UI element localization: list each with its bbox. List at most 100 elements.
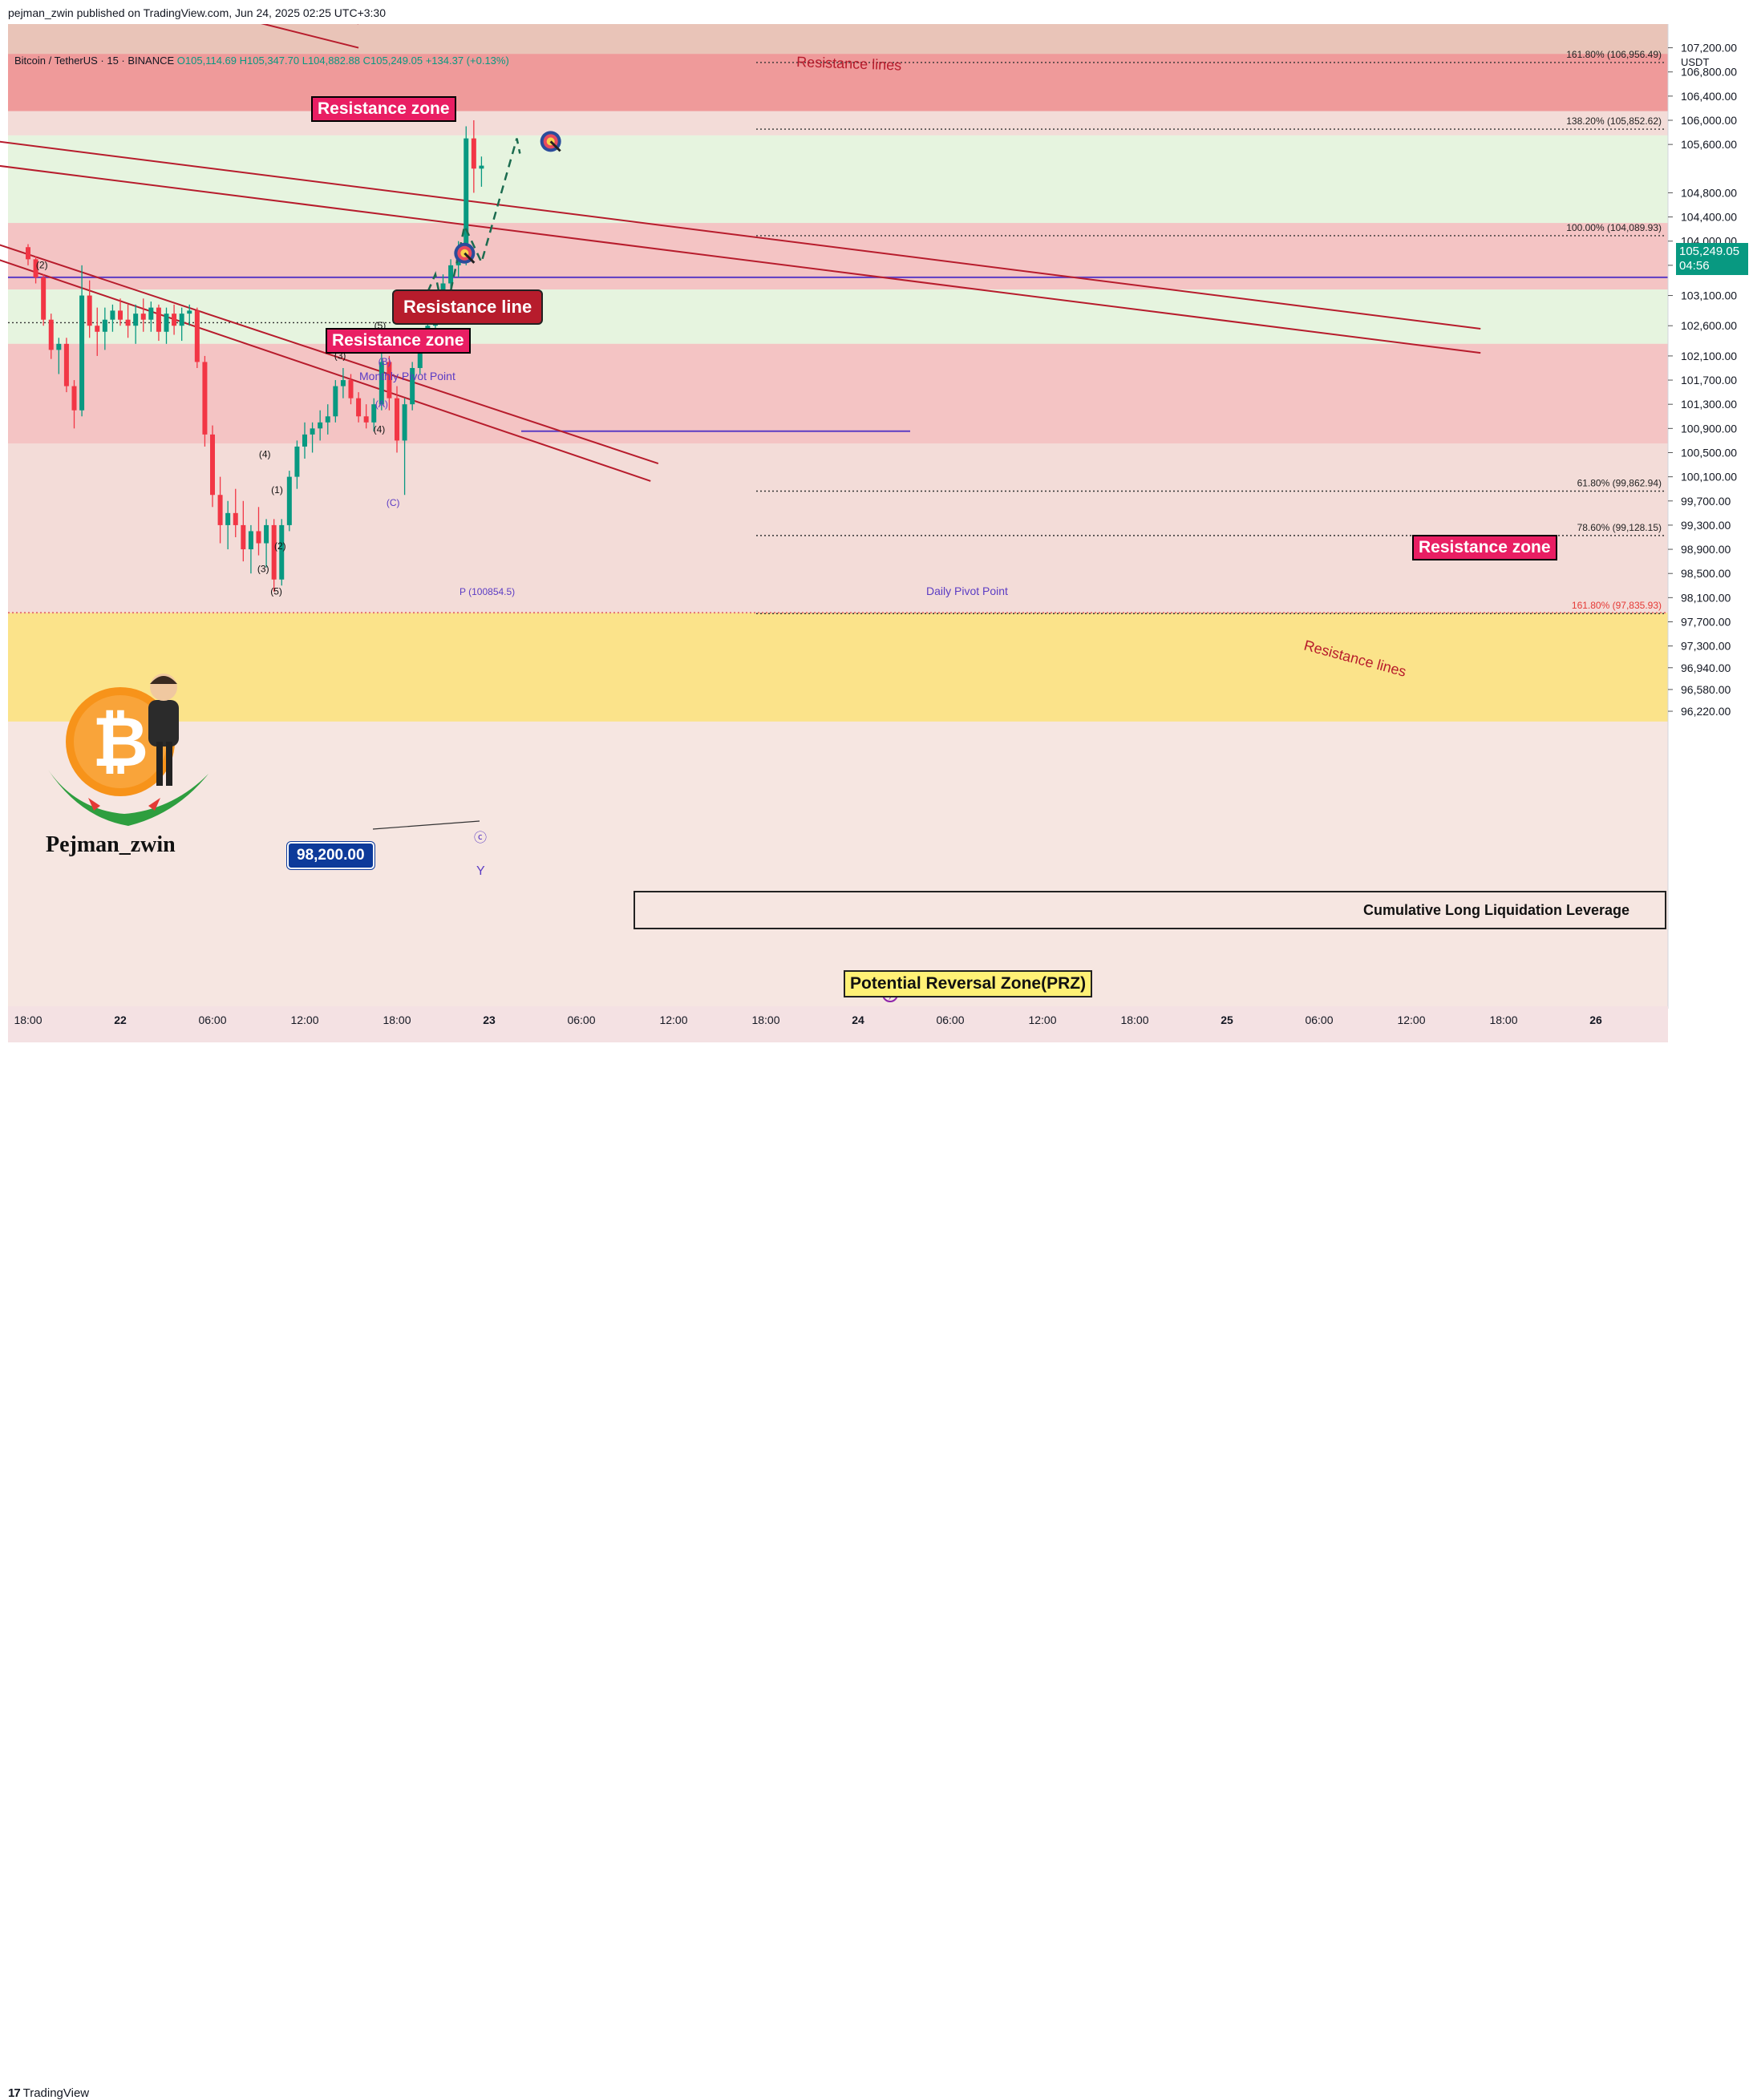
zone-top-band: [8, 24, 1668, 55]
resistance-zone-tag-right[interactable]: Resistance zone: [1412, 535, 1557, 560]
ohlc-change: +134.37 (+0.13%): [425, 55, 509, 67]
author-watermark: ₿ Pejman_zwin: [46, 674, 208, 857]
footer-bar: 17 TradingView: [0, 1042, 1757, 2100]
price-tick-18: 99,300.00: [1681, 519, 1731, 532]
candle-body-27: [233, 512, 238, 525]
candle-body-31: [264, 524, 269, 544]
resistance-zone-tag-top[interactable]: Resistance zone: [311, 96, 456, 122]
zones: [8, 24, 1668, 1006]
price-tick-11: 102,100.00: [1681, 350, 1737, 362]
price-tick-3: 106,000.00: [1681, 114, 1737, 127]
time-tick-17: 26: [1589, 1014, 1602, 1026]
candle-body-42: [348, 380, 354, 399]
candle-body-56: [455, 259, 461, 265]
resistance-line-2: [0, 244, 659, 464]
bitcoin-symbol: ₿: [92, 704, 148, 781]
fib-label-0: 161.80% (106,956.49): [1566, 49, 1662, 60]
candle-body-0: [26, 247, 30, 260]
candle-body-3: [48, 319, 54, 350]
price-tick-21: 98,100.00: [1681, 591, 1731, 604]
wave-label-12: (C): [387, 497, 400, 508]
candle-body-40: [333, 386, 338, 417]
price-tick-0: 107,200.00: [1681, 42, 1737, 55]
tradingview-logo[interactable]: 17 TradingView: [8, 2086, 89, 2100]
time-tick-3: 12:00: [290, 1014, 318, 1026]
price-label-98200[interactable]: 98,200.00: [287, 842, 374, 869]
symbol-legend: Bitcoin / TetherUS · 15 · BINANCE O105,1…: [14, 55, 509, 67]
candle-body-36: [302, 434, 307, 447]
candle-body-7: [79, 295, 85, 411]
candle-body-16: [148, 307, 154, 320]
candle-body-55: [448, 265, 454, 284]
price-tick-13: 101,300.00: [1681, 398, 1737, 411]
price-axis-bg: [1668, 24, 1757, 1042]
price-tick-24: 96,940.00: [1681, 662, 1731, 674]
prz-label[interactable]: Potential Reversal Zone(PRZ): [844, 970, 1093, 997]
candle-body-38: [318, 422, 323, 429]
candle-body-35: [294, 446, 300, 477]
price-tick-6: 104,400.00: [1681, 211, 1737, 224]
candles: [26, 120, 484, 592]
zone-2: [8, 135, 1668, 224]
candle-body-45: [371, 404, 377, 423]
candle-body-58: [471, 138, 476, 169]
fib-label-4: 78.60% (99,128.15): [1577, 522, 1662, 533]
candle-body-4: [56, 343, 62, 350]
candle-body-6: [71, 386, 77, 411]
time-tick-1: 22: [114, 1014, 127, 1026]
ohlc-high: H105,347.70: [239, 55, 300, 67]
projection-path: [415, 131, 561, 320]
candle-body-13: [125, 319, 131, 326]
fib-label-5: 161.80% (97,835.93): [1572, 600, 1662, 611]
price-tick-2: 106,400.00: [1681, 90, 1737, 103]
time-tick-8: 18:00: [751, 1014, 779, 1026]
currency-label[interactable]: USDT: [1681, 56, 1710, 68]
time-tick-2: 06:00: [198, 1014, 226, 1026]
candle-body-10: [102, 319, 107, 332]
zone-7: [8, 613, 1668, 722]
zone-3: [8, 223, 1668, 290]
candle-body-24: [210, 434, 215, 496]
resistance-line-0: [0, 140, 1481, 330]
time-tick-5: 23: [483, 1014, 496, 1026]
candle-body-15: [140, 314, 146, 320]
ohlc-open: O105,114.69: [176, 55, 237, 67]
wave-label-3: (3): [257, 564, 269, 575]
time-tick-4: 18:00: [383, 1014, 411, 1026]
resistance-line-box[interactable]: Resistance line: [392, 289, 544, 325]
candle-body-39: [325, 416, 330, 423]
candle-body-14: [133, 314, 139, 326]
candle-body-21: [187, 310, 192, 314]
candle-body-28: [241, 524, 246, 550]
zone-1: [8, 111, 1668, 136]
time-axis-bg: [8, 1006, 1668, 1042]
price-tick-10: 102,600.00: [1681, 319, 1737, 332]
candle-body-46: [379, 362, 384, 405]
candle-body-41: [340, 380, 346, 386]
last-price-countdown: 04:56: [1679, 259, 1710, 273]
cumulative-liquidation-box[interactable]: Cumulative Long Liquidation Leverage: [634, 891, 1666, 929]
time-tick-9: 24: [852, 1014, 864, 1026]
fib-label-3: 61.80% (99,862.94): [1577, 477, 1662, 488]
wave-c-circle-label: ⓒ: [474, 831, 487, 845]
cumulative-liquidation-label: Cumulative Long Liquidation Leverage: [1362, 902, 1629, 918]
price-tick-22: 97,700.00: [1681, 615, 1731, 628]
zone-5: [8, 343, 1668, 444]
price-tick-4: 105,600.00: [1681, 138, 1737, 151]
chart-svg[interactable]: 161.80% (106,956.49) 138.20% (105,852.62)…: [0, 24, 1757, 1042]
wave-label-2: (4): [259, 449, 271, 460]
resistance-zone-tag-mid[interactable]: Resistance zone: [326, 328, 471, 354]
price-axis: 107,200.00 106,800.00 106,400.00 106,000.00…: [1667, 24, 1757, 1042]
price-tag-connector: [372, 820, 480, 830]
resistance-line-3: [0, 259, 651, 482]
last-price-tag: 105,249.05 04:56: [1676, 243, 1748, 275]
wave-label-11: (A): [375, 399, 388, 410]
zone-0: [8, 54, 1668, 111]
candle-body-57: [464, 138, 469, 260]
candle-body-19: [172, 314, 177, 326]
chart-area[interactable]: 161.80% (106,956.49) 138.20% (105,852.62)…: [0, 24, 1757, 1042]
resistance-line-5: [261, 24, 359, 49]
wave-label-1: (2): [36, 260, 48, 271]
price-tick-20: 98,500.00: [1681, 567, 1731, 580]
symbol-name: Bitcoin / TetherUS · 15 · BINANCE: [14, 55, 175, 67]
